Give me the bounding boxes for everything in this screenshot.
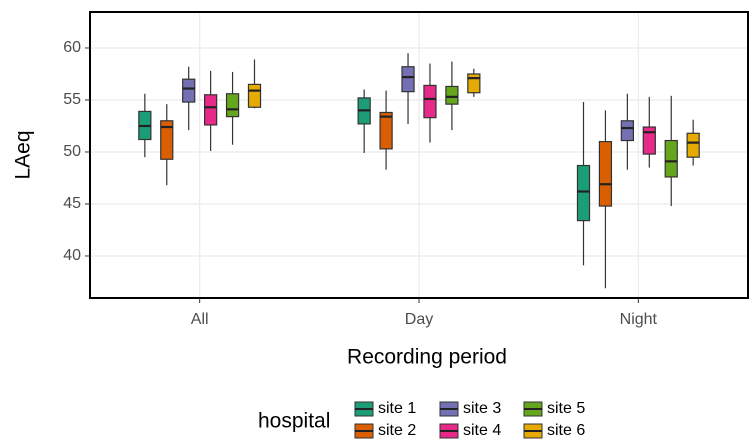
y-axis-title: LAeq	[12, 130, 35, 179]
y-tick-label: 55	[63, 91, 81, 108]
box	[686, 132, 700, 158]
grid	[90, 12, 748, 298]
x-axis-title: Recording period	[347, 346, 507, 369]
legend: site 1 site 2 site 3 site 4 site 5 site 6	[354, 400, 585, 439]
y-tick-label: 40	[63, 247, 81, 264]
box	[576, 164, 591, 222]
boxes	[138, 53, 700, 289]
box	[160, 120, 174, 160]
box	[620, 120, 634, 142]
box	[401, 66, 415, 93]
legend-label: site 4	[463, 422, 501, 439]
legend-label: site 6	[547, 422, 585, 439]
box	[379, 111, 393, 150]
box	[598, 140, 613, 207]
legend-label: site 3	[463, 400, 501, 417]
legend-label: site 1	[378, 400, 416, 417]
box	[204, 94, 218, 126]
legend-label: site 5	[547, 400, 585, 417]
y-tick-label: 45	[63, 195, 81, 212]
box	[423, 84, 437, 119]
legend-title: hospital	[258, 410, 330, 433]
box	[642, 126, 656, 155]
y-tick-label: 60	[63, 39, 81, 56]
box	[225, 93, 240, 118]
box	[467, 73, 481, 94]
legend-label: site 2	[378, 422, 416, 439]
box	[182, 78, 196, 103]
box	[664, 139, 678, 178]
x-tick-label: All	[191, 311, 209, 328]
y-tick-label: 50	[63, 143, 81, 160]
box	[445, 85, 459, 105]
x-tick-label: Day	[405, 311, 433, 328]
box	[247, 83, 262, 108]
x-tick-label: Night	[620, 311, 658, 328]
